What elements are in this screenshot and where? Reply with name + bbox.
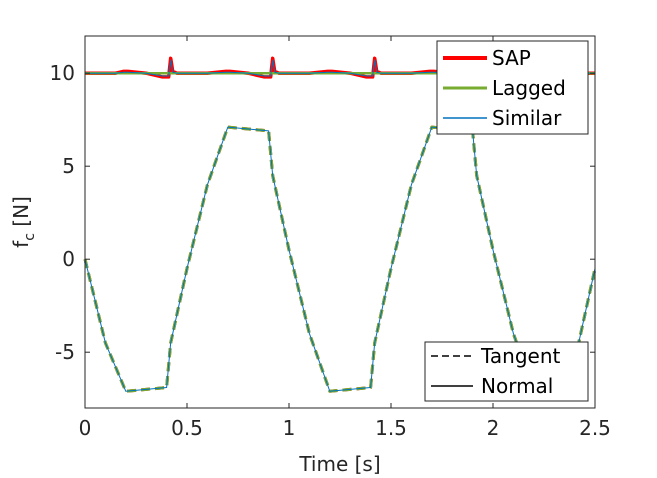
- y-tick-label: 0: [62, 247, 75, 271]
- legend-normal-label: Normal: [481, 374, 553, 398]
- y-tick-label: -5: [55, 340, 75, 364]
- x-tick-label: 1: [283, 416, 296, 440]
- y-tick-label: 5: [62, 154, 75, 178]
- legend-components-box: [424, 341, 589, 402]
- x-tick-label: 0: [79, 416, 92, 440]
- series-similar-tangent-line: [84, 126, 596, 392]
- legend-similar-label: Similar: [492, 106, 562, 130]
- x-axis-label: Time [s]: [298, 452, 380, 476]
- legend-sap-label: SAP: [492, 46, 531, 70]
- x-tick-label: 0.5: [171, 416, 203, 440]
- legend-methods: SAP Lagged Similar: [436, 40, 589, 135]
- legend-tangent-label: Tangent: [480, 344, 561, 368]
- legend-components: Tangent Normal: [424, 341, 589, 402]
- y-axis-label: fc [N]: [9, 196, 38, 248]
- x-tick-label: 2.5: [579, 416, 611, 440]
- tick-layer: 0 0.5 1 1.5 2 2.5 -5 0 5 10: [50, 36, 611, 440]
- legend-lagged-label: Lagged: [492, 76, 566, 100]
- y-axis-label-sub: c: [22, 233, 38, 241]
- x-tick-label: 2: [487, 416, 500, 440]
- y-axis-label-main: f: [9, 240, 33, 248]
- axes-box: [84, 35, 596, 409]
- y-tick-label: 10: [50, 61, 75, 85]
- y-axis-label-unit: [N]: [9, 196, 33, 233]
- svg-text:fc [N]: fc [N]: [9, 196, 38, 248]
- x-tick-label: 1.5: [375, 416, 407, 440]
